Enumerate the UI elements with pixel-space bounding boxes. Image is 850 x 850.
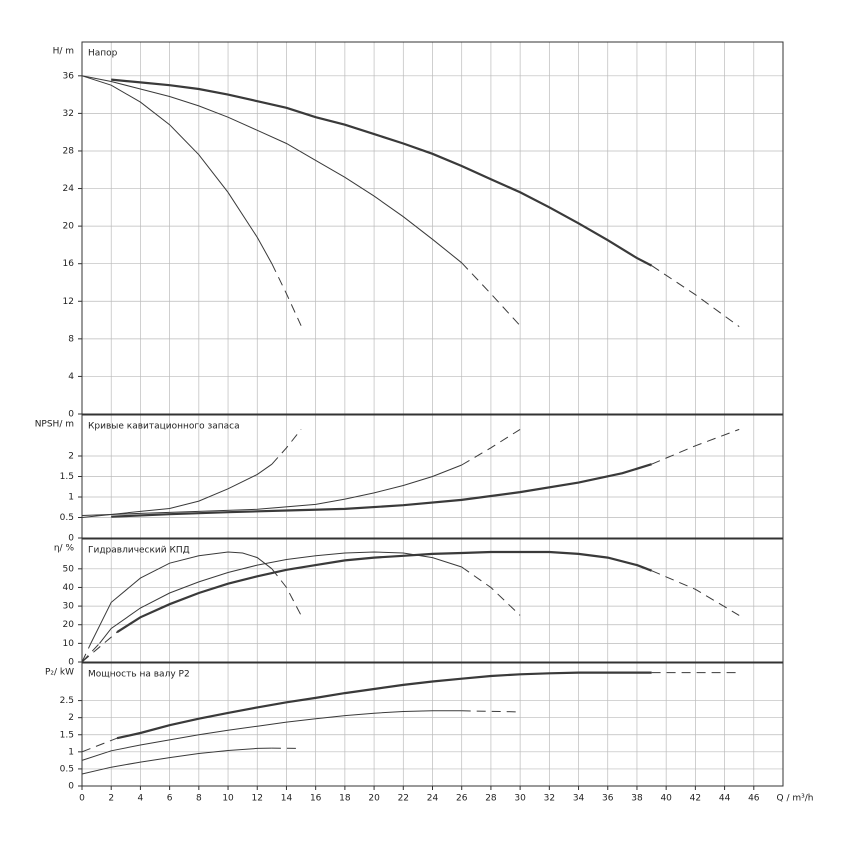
x-tick-label: 28 [485, 794, 497, 804]
curve [461, 710, 521, 713]
x-tick-label: 42 [690, 794, 701, 804]
curve [81, 75, 463, 264]
x-tick-label: 4 [138, 794, 144, 804]
panel-frame [81, 414, 784, 539]
curve [116, 550, 652, 634]
curve [651, 570, 740, 616]
y-tick-label: 0.5 [60, 513, 74, 523]
curve [461, 428, 521, 466]
y-tick-label: 1.5 [60, 730, 74, 740]
y-tick-label: 20 [63, 222, 75, 232]
x-tick-label: 18 [339, 794, 351, 804]
curve [90, 551, 273, 644]
y-tick-label: 50 [63, 564, 75, 574]
y-tick-label: 2.5 [60, 696, 74, 706]
panel-title: Мощность на валу P2 [88, 670, 190, 680]
curve [81, 464, 462, 516]
y-tick-label: 16 [63, 259, 75, 269]
y-tick-label: 10 [63, 639, 75, 649]
y-axis-label: η/ % [54, 544, 75, 554]
y-tick-label: 28 [63, 146, 75, 156]
y-axis-label: H/ m [53, 47, 74, 57]
y-tick-label: 2 [68, 452, 74, 462]
x-tick-label: 14 [281, 794, 293, 804]
y-tick-label: 20 [63, 620, 75, 630]
curve [271, 263, 302, 326]
y-tick-label: 0 [68, 410, 74, 420]
y-tick-label: 0 [68, 658, 74, 668]
x-tick-label: 12 [252, 794, 263, 804]
panel-frame [81, 41, 784, 415]
x-tick-label: 6 [167, 794, 173, 804]
x-tick-label: 2 [108, 794, 114, 804]
y-tick-label: 36 [63, 71, 75, 81]
x-tick-label: 36 [602, 794, 614, 804]
curve [111, 78, 653, 267]
curve [81, 747, 272, 775]
curve [81, 643, 100, 663]
x-tick-label: 34 [573, 794, 585, 804]
y-tick-label: 2 [68, 713, 74, 723]
panel-title: Гидравлический КПД [88, 546, 190, 556]
x-tick-label: 24 [427, 794, 439, 804]
y-tick-label: 1.5 [60, 472, 74, 482]
y-axis-label: P₂/ kW [45, 668, 74, 678]
x-tick-label: 8 [196, 794, 202, 804]
x-tick-label: 44 [719, 794, 731, 804]
curve [81, 643, 92, 663]
y-tick-label: 12 [63, 297, 74, 307]
y-tick-label: 0 [68, 534, 74, 544]
y-tick-label: 1 [68, 493, 74, 503]
y-tick-label: 24 [63, 184, 75, 194]
curve [116, 671, 652, 740]
x-tick-label: 40 [660, 794, 672, 804]
x-tick-label: 10 [222, 794, 234, 804]
curve [271, 568, 302, 616]
curve [651, 265, 740, 328]
x-tick-label: 46 [748, 794, 760, 804]
y-tick-label: 32 [63, 109, 74, 119]
y-tick-label: 0 [68, 782, 74, 792]
x-tick-label: 26 [456, 794, 468, 804]
curve [81, 737, 118, 753]
curve [81, 631, 118, 663]
curve [81, 710, 462, 761]
panel-title: Кривые кавитационного запаса [88, 422, 240, 432]
x-tick-label: 16 [310, 794, 322, 804]
curve [271, 429, 302, 465]
y-tick-label: 40 [63, 583, 75, 593]
y-axis-label: NPSH/ m [35, 420, 74, 430]
curve [651, 428, 740, 465]
y-tick-label: 4 [68, 372, 74, 382]
curve [81, 75, 273, 264]
x-axis-label: Q / m³/h [777, 794, 814, 804]
curve [461, 566, 521, 616]
y-tick-label: 0.5 [60, 764, 74, 774]
x-tick-label: 30 [514, 794, 526, 804]
x-tick-label: 20 [368, 794, 380, 804]
y-tick-label: 30 [63, 602, 75, 612]
panel-frame [81, 538, 784, 663]
x-tick-label: 0 [79, 794, 85, 804]
curve [111, 463, 652, 518]
y-tick-label: 1 [68, 747, 74, 757]
curve [99, 551, 462, 644]
x-tick-label: 22 [398, 794, 409, 804]
x-tick-label: 38 [631, 794, 643, 804]
panel-title: Напор [88, 49, 118, 59]
curve [81, 463, 273, 518]
y-tick-label: 8 [68, 334, 74, 344]
x-tick-label: 32 [544, 794, 555, 804]
